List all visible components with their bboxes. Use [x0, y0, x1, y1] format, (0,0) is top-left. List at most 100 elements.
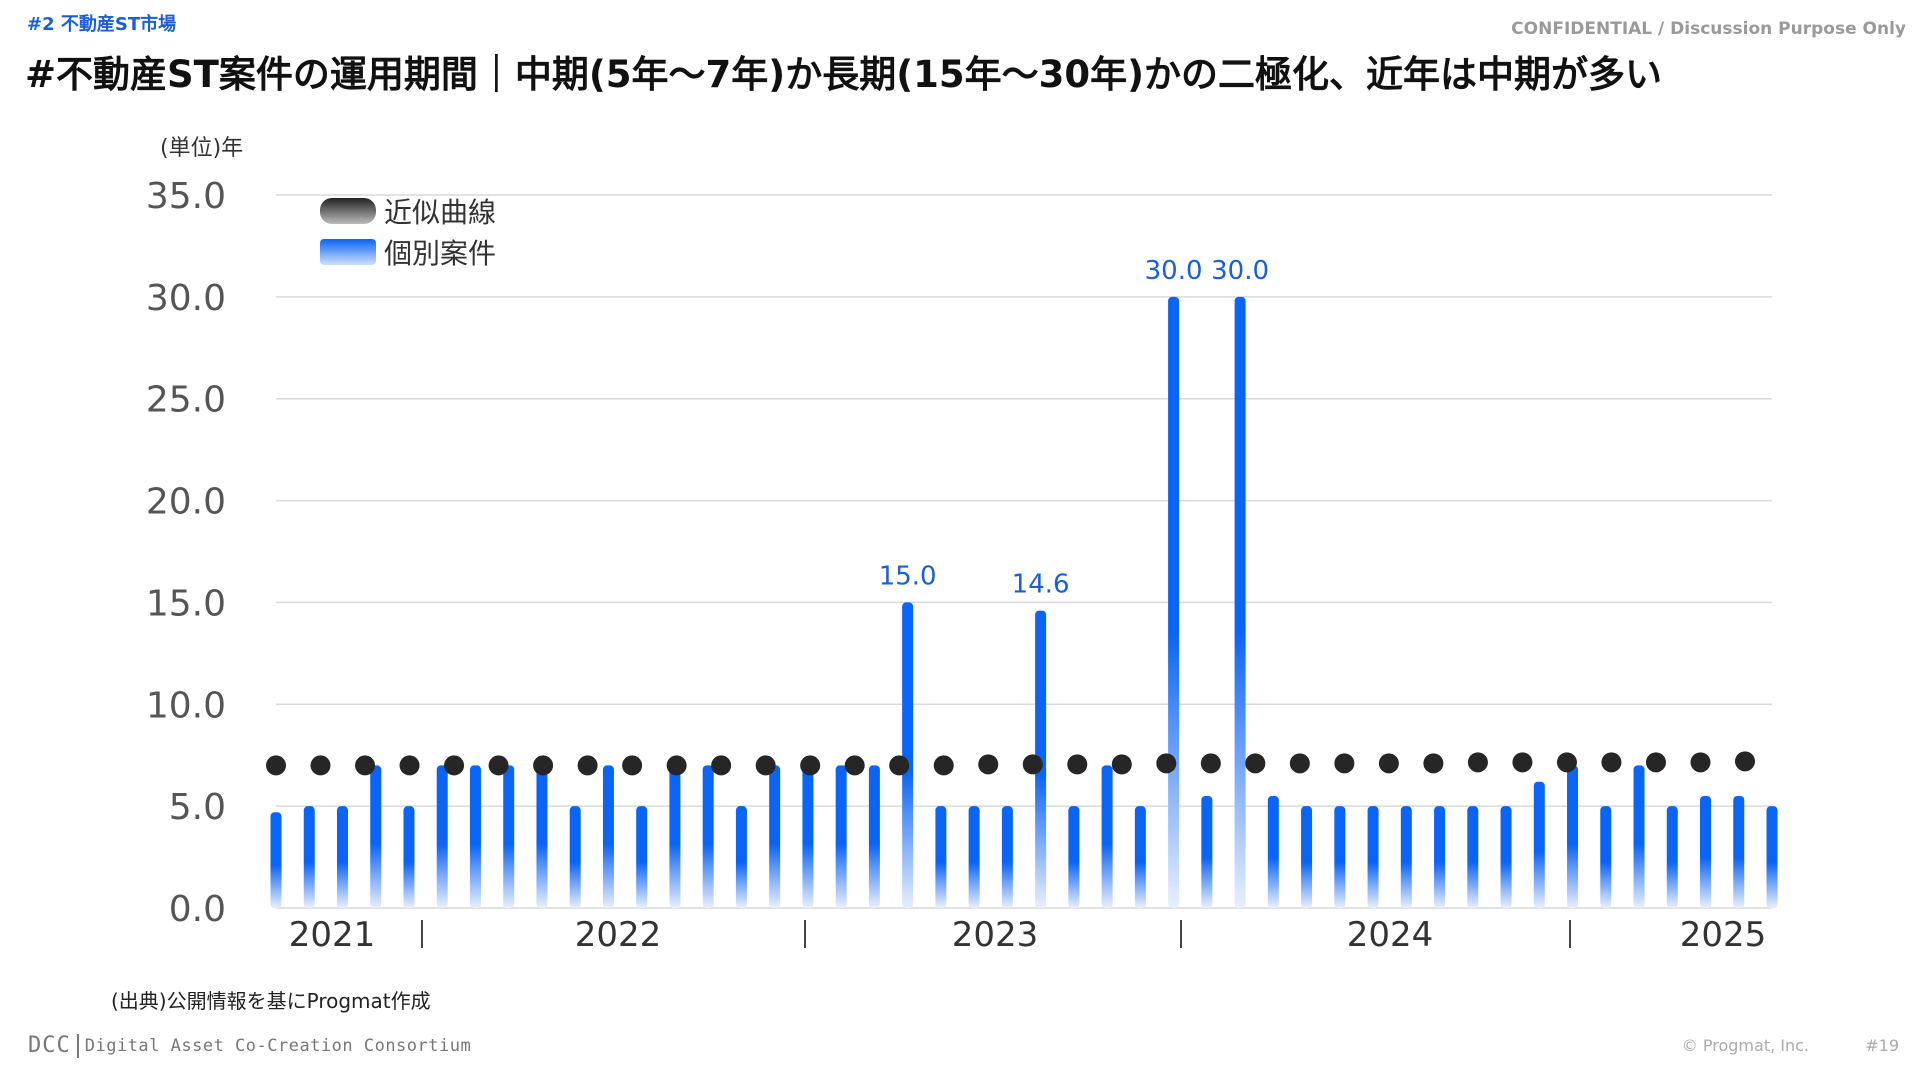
y-tick-label: 15.0	[146, 583, 226, 624]
trend-dot	[1245, 753, 1266, 774]
logo-abbr: DCC	[28, 1033, 71, 1058]
bar	[935, 806, 947, 908]
bar	[702, 765, 714, 908]
bar	[1666, 806, 1678, 908]
bar	[1367, 806, 1379, 908]
trend-dot	[844, 755, 865, 776]
trend-dot	[622, 755, 643, 776]
trend-dot	[266, 755, 286, 776]
trend-dot	[444, 755, 465, 776]
bar	[1334, 806, 1346, 908]
page-title: #不動産ST案件の運用期間｜中期(5年～7年)か長期(15年～30年)かの二極化…	[25, 53, 1662, 96]
x-year-label: 2021	[289, 915, 376, 955]
bar	[469, 765, 481, 908]
bar	[769, 765, 781, 908]
bar	[868, 765, 880, 908]
trend-dot	[800, 755, 821, 776]
data-label: 14.6	[1012, 570, 1070, 600]
bar	[1500, 806, 1512, 908]
bar	[1700, 795, 1712, 908]
bar	[436, 765, 448, 908]
logo-fullname: Digital Asset Co-Creation Consortium	[84, 1035, 472, 1056]
trend-dot	[1735, 751, 1755, 772]
bar	[403, 806, 415, 908]
source-note: (出典)公開情報を基にProgmat作成	[111, 989, 431, 1013]
x-axis-year-labels: 2021 2022 2023 2024 2025	[289, 915, 1767, 955]
trend-dot	[533, 755, 554, 776]
trend-dot	[1423, 753, 1444, 774]
trend-dot	[488, 755, 509, 776]
bar	[1400, 806, 1412, 908]
confidential-notice: CONFIDENTIAL / Discussion Purpose Only	[1511, 19, 1906, 39]
bar	[303, 806, 315, 908]
trend-dots-series	[266, 751, 1755, 776]
trend-dot	[711, 755, 732, 776]
trend-dot	[310, 755, 331, 776]
bar-series	[270, 296, 1778, 908]
bar	[1600, 806, 1612, 908]
trend-dot	[1111, 754, 1132, 775]
bar	[735, 806, 747, 908]
trend-dot	[1645, 752, 1666, 773]
x-year-label: 2022	[575, 915, 662, 955]
y-axis-unit-label: (単位)年	[160, 136, 244, 161]
trend-dot	[1690, 752, 1711, 773]
page-number: #19	[1865, 1036, 1899, 1055]
section-tag: #2 不動産ST市場	[27, 14, 177, 35]
footer-logo: DCC Digital Asset Co-Creation Consortium	[28, 1033, 471, 1058]
bar	[602, 765, 614, 908]
bar	[1168, 296, 1180, 908]
x-year-label: 2023	[952, 915, 1039, 955]
trend-dot	[1467, 752, 1488, 773]
y-axis-ticks: 0.0 5.0 10.0 15.0 20.0 25.0 30.0 35.0	[146, 176, 226, 930]
y-tick-label: 25.0	[146, 380, 226, 421]
bar	[270, 812, 282, 908]
gridlines	[276, 194, 1772, 909]
y-tick-label: 0.0	[169, 889, 226, 930]
y-tick-label: 10.0	[146, 685, 226, 726]
trend-dot	[1334, 753, 1355, 774]
trend-dot	[1601, 752, 1622, 773]
legend-swatch-bar	[320, 239, 376, 265]
bar	[835, 765, 847, 908]
logo-divider	[76, 1033, 79, 1058]
bar	[536, 765, 548, 908]
y-tick-label: 30.0	[146, 278, 226, 319]
data-label: 30.0	[1145, 256, 1203, 286]
legend-swatch-trend	[320, 198, 376, 224]
trend-dot	[1556, 752, 1577, 773]
bar	[669, 765, 681, 908]
trend-dot	[978, 754, 999, 775]
trend-dot	[355, 755, 376, 776]
y-tick-label: 5.0	[169, 787, 226, 828]
bar	[1434, 806, 1446, 908]
data-label: 30.0	[1211, 256, 1269, 286]
trend-dot	[1289, 753, 1310, 774]
copyright: © Progmat, Inc.	[1681, 1036, 1809, 1055]
bar	[1134, 806, 1146, 908]
bar	[1101, 765, 1113, 908]
trend-dot	[1022, 754, 1043, 775]
bar	[370, 765, 382, 908]
bar	[636, 806, 648, 908]
bar	[1267, 795, 1279, 908]
bar	[503, 765, 515, 908]
bar	[336, 806, 348, 908]
bar	[1201, 795, 1213, 908]
bar	[1068, 806, 1080, 908]
trend-dot	[933, 755, 954, 776]
bar	[968, 806, 980, 908]
trend-dot	[399, 755, 420, 776]
bar	[1733, 795, 1745, 908]
trend-dot	[1067, 754, 1088, 775]
bar	[1533, 781, 1545, 908]
x-year-label: 2024	[1347, 915, 1434, 955]
data-labels: 15.0 14.6 30.0 30.0	[879, 256, 1269, 600]
bar	[1467, 806, 1479, 908]
bar	[1567, 765, 1579, 908]
bar	[802, 765, 814, 908]
trend-dot	[1378, 753, 1399, 774]
x-year-label: 2025	[1680, 915, 1767, 955]
